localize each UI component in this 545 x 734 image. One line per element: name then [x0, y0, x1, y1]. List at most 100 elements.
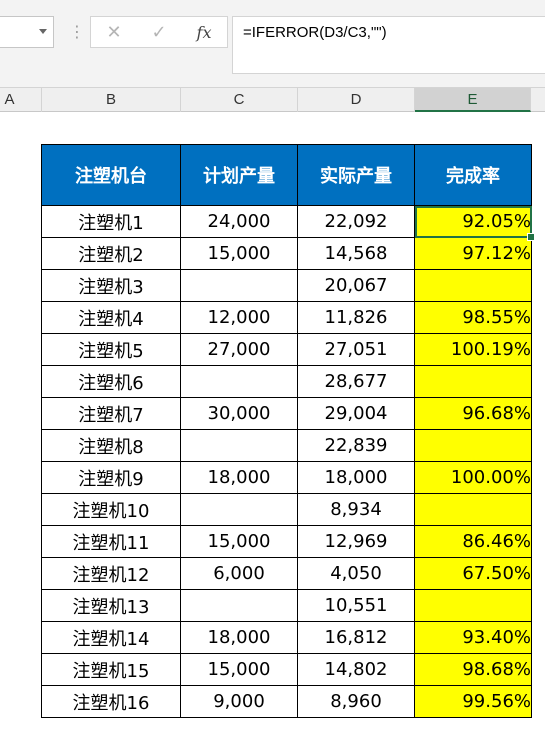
actual-cell[interactable]: 10,551 — [297, 589, 415, 622]
plan-cell[interactable]: 18,000 — [180, 461, 298, 494]
actual-cell[interactable]: 22,092 — [297, 205, 415, 238]
plan-cell[interactable]: 15,000 — [180, 653, 298, 686]
actual-cell[interactable]: 8,934 — [297, 493, 415, 526]
rate-cell[interactable] — [414, 429, 532, 462]
rate-cell[interactable]: 97.12% — [414, 237, 532, 270]
rate-cell[interactable] — [414, 589, 532, 622]
machine-name-cell[interactable]: 注塑机1 — [41, 205, 181, 238]
table-row: 注塑机16 9,000 8,960 99.56% — [41, 685, 532, 718]
actual-cell[interactable]: 11,826 — [297, 301, 415, 334]
actual-cell[interactable]: 29,004 — [297, 397, 415, 430]
column-header-e[interactable]: E — [415, 88, 531, 112]
machine-name-cell[interactable]: 注塑机2 — [41, 237, 181, 270]
machine-name-cell[interactable]: 注塑机6 — [41, 365, 181, 398]
actual-cell[interactable]: 14,802 — [297, 653, 415, 686]
header-plan[interactable]: 计划产量 — [180, 144, 298, 206]
plan-cell[interactable] — [180, 365, 298, 398]
actual-cell[interactable]: 28,677 — [297, 365, 415, 398]
table-row: 注塑机13 10,551 — [41, 589, 532, 622]
machine-name-cell[interactable]: 注塑机4 — [41, 301, 181, 334]
plan-cell[interactable]: 30,000 — [180, 397, 298, 430]
column-header-a[interactable]: A — [0, 88, 42, 112]
machine-name-cell[interactable]: 注塑机11 — [41, 525, 181, 558]
machine-name-cell[interactable]: 注塑机7 — [41, 397, 181, 430]
name-box[interactable] — [0, 16, 54, 48]
rate-cell[interactable] — [414, 493, 532, 526]
table-row: 注塑机11 15,000 12,969 86.46% — [41, 525, 532, 558]
header-row: 注塑机台 计划产量 实际产量 完成率 — [41, 144, 532, 206]
formula-bar: ⋮ ✕ ✓ fx =IFERROR(D3/C3,"") — [0, 0, 545, 88]
plan-cell[interactable]: 27,000 — [180, 333, 298, 366]
plan-cell[interactable]: 15,000 — [180, 237, 298, 270]
machine-name-cell[interactable]: 注塑机13 — [41, 589, 181, 622]
plan-cell[interactable]: 12,000 — [180, 301, 298, 334]
actual-cell[interactable]: 18,000 — [297, 461, 415, 494]
chevron-down-icon[interactable] — [39, 29, 47, 34]
rate-cell[interactable]: 98.68% — [414, 653, 532, 686]
cancel-icon[interactable]: ✕ — [106, 22, 122, 43]
rate-cell[interactable]: 96.68% — [414, 397, 532, 430]
column-headers: A B C D E — [0, 87, 545, 112]
plan-cell[interactable] — [180, 429, 298, 462]
header-machine[interactable]: 注塑机台 — [41, 144, 181, 206]
vertical-dots-icon[interactable]: ⋮ — [69, 22, 85, 41]
actual-cell[interactable]: 4,050 — [297, 557, 415, 590]
machine-name-cell[interactable]: 注塑机10 — [41, 493, 181, 526]
table-row: 注塑机8 22,839 — [41, 429, 532, 462]
formula-input[interactable]: =IFERROR(D3/C3,"") — [232, 16, 545, 74]
plan-cell[interactable]: 6,000 — [180, 557, 298, 590]
machine-name-cell[interactable]: 注塑机14 — [41, 621, 181, 654]
rate-cell[interactable]: 86.46% — [414, 525, 532, 558]
rate-cell[interactable]: 67.50% — [414, 557, 532, 590]
rate-cell[interactable] — [414, 269, 532, 302]
table-row: 注塑机3 20,067 — [41, 269, 532, 302]
rate-cell[interactable]: 98.55% — [414, 301, 532, 334]
production-table: 注塑机台 计划产量 实际产量 完成率 注塑机1 24,000 22,092 92.05… — [41, 144, 535, 718]
machine-name-cell[interactable]: 注塑机15 — [41, 653, 181, 686]
plan-cell[interactable]: 18,000 — [180, 621, 298, 654]
rate-cell[interactable]: 100.00% — [414, 461, 532, 494]
machine-name-cell[interactable]: 注塑机8 — [41, 429, 181, 462]
plan-cell[interactable] — [180, 589, 298, 622]
column-header-c[interactable]: C — [181, 88, 298, 112]
insert-function-icon[interactable]: fx — [196, 23, 212, 42]
table-row: 注塑机4 12,000 11,826 98.55% — [41, 301, 532, 334]
rate-cell[interactable] — [414, 365, 532, 398]
table-row: 注塑机1 24,000 22,092 92.05% — [41, 205, 535, 241]
actual-cell[interactable]: 22,839 — [297, 429, 415, 462]
table-row: 注塑机10 8,934 — [41, 493, 532, 526]
column-header-b[interactable]: B — [42, 88, 181, 112]
column-header-d[interactable]: D — [298, 88, 415, 112]
plan-cell[interactable]: 15,000 — [180, 525, 298, 558]
rate-cell[interactable]: 92.05% — [414, 205, 535, 241]
rate-cell[interactable]: 93.40% — [414, 621, 532, 654]
table-row: 注塑机5 27,000 27,051 100.19% — [41, 333, 532, 366]
table-row: 注塑机12 6,000 4,050 67.50% — [41, 557, 532, 590]
table-row: 注塑机7 30,000 29,004 96.68% — [41, 397, 532, 430]
actual-cell[interactable]: 16,812 — [297, 621, 415, 654]
check-icon[interactable]: ✓ — [151, 22, 167, 43]
actual-cell[interactable]: 8,960 — [297, 685, 415, 718]
machine-name-cell[interactable]: 注塑机5 — [41, 333, 181, 366]
actual-cell[interactable]: 27,051 — [297, 333, 415, 366]
fill-handle[interactable] — [527, 233, 535, 241]
table-row: 注塑机2 15,000 14,568 97.12% — [41, 237, 532, 270]
table-row: 注塑机6 28,677 — [41, 365, 532, 398]
machine-name-cell[interactable]: 注塑机16 — [41, 685, 181, 718]
table-row: 注塑机15 15,000 14,802 98.68% — [41, 653, 532, 686]
rate-cell[interactable]: 100.19% — [414, 333, 532, 366]
actual-cell[interactable]: 12,969 — [297, 525, 415, 558]
machine-name-cell[interactable]: 注塑机3 — [41, 269, 181, 302]
table-row: 注塑机9 18,000 18,000 100.00% — [41, 461, 532, 494]
plan-cell[interactable]: 24,000 — [180, 205, 298, 238]
actual-cell[interactable]: 20,067 — [297, 269, 415, 302]
machine-name-cell[interactable]: 注塑机12 — [41, 557, 181, 590]
machine-name-cell[interactable]: 注塑机9 — [41, 461, 181, 494]
rate-cell[interactable]: 99.56% — [414, 685, 532, 718]
plan-cell[interactable]: 9,000 — [180, 685, 298, 718]
plan-cell[interactable] — [180, 493, 298, 526]
plan-cell[interactable] — [180, 269, 298, 302]
actual-cell[interactable]: 14,568 — [297, 237, 415, 270]
header-rate[interactable]: 完成率 — [414, 144, 532, 206]
header-actual[interactable]: 实际产量 — [297, 144, 415, 206]
